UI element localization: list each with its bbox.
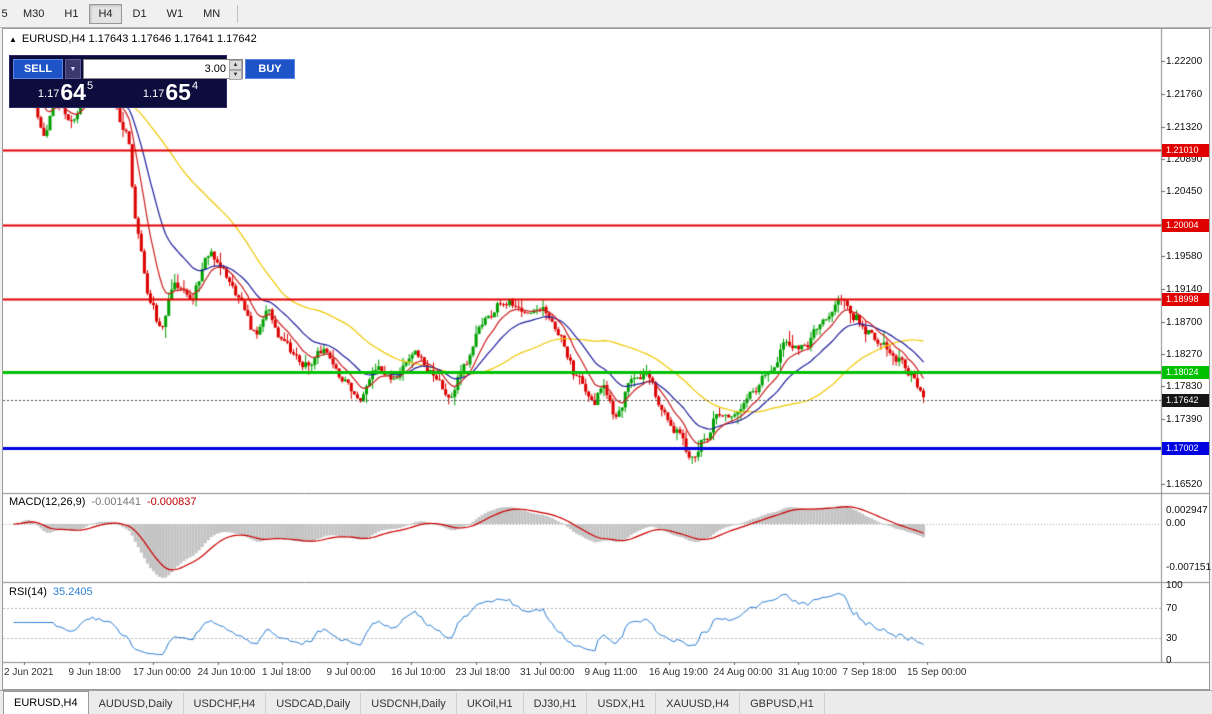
rsi-label: RSI(14) 35.2405 — [9, 586, 99, 598]
timeframe-button-5[interactable]: 5 — [0, 4, 12, 24]
buy-button[interactable]: BUY — [245, 59, 295, 79]
order-options-dropdown[interactable]: ▼ — [65, 59, 81, 79]
volume-spinner: ▲ ▼ — [229, 60, 242, 80]
chart-tab-usdcnh-daily[interactable]: USDCNH,Daily — [361, 693, 457, 714]
chart-title: ▲ EURUSD,H4 1.17643 1.17646 1.17641 1.17… — [9, 33, 257, 45]
macd-value: -0.001441 — [91, 496, 141, 508]
buy-price-big: 65 — [165, 79, 191, 105]
sell-price-display[interactable]: 1.17 64 5 — [13, 80, 118, 106]
price-chart-canvas[interactable] — [3, 29, 1209, 689]
timeframe-button-h1[interactable]: H1 — [55, 4, 87, 24]
sell-price-big: 64 — [60, 79, 86, 105]
volume-box: ▲ ▼ — [83, 59, 243, 80]
sell-button[interactable]: SELL — [13, 59, 63, 79]
chart-tab-dj30-h1[interactable]: DJ30,H1 — [524, 693, 588, 714]
rsi-value: 35.2405 — [52, 586, 93, 598]
chart-tab-ukoil-h1[interactable]: UKOil,H1 — [457, 693, 524, 714]
chart-ohlc-text: EURUSD,H4 1.17643 1.17646 1.17641 1.1764… — [21, 33, 257, 45]
sell-price-pip: 5 — [86, 80, 94, 92]
chart-tab-gbpusd-h1[interactable]: GBPUSD,H1 — [740, 693, 825, 714]
chart-window: ▲ EURUSD,H4 1.17643 1.17646 1.17641 1.17… — [2, 28, 1211, 690]
chart-tab-audusd-daily[interactable]: AUDUSD,Daily — [89, 693, 184, 714]
trade-panel-prices: 1.17 64 5 1.17 65 4 — [13, 80, 223, 106]
timeframe-button-mn[interactable]: MN — [194, 4, 229, 24]
timeframe-button-w1[interactable]: W1 — [158, 4, 193, 24]
macd-name: MACD(12,26,9) — [9, 496, 86, 508]
chart-tab-xauusd-h4[interactable]: XAUUSD,H4 — [656, 693, 741, 714]
trade-panel-controls: SELL ▼ ▲ ▼ BUY — [13, 59, 295, 80]
timeframe-button-d1[interactable]: D1 — [124, 4, 156, 24]
collapse-triangle-icon: ▲ — [9, 34, 17, 44]
sell-price-prefix: 1.17 — [37, 88, 60, 100]
one-click-trading-panel: SELL ▼ ▲ ▼ BUY 1.17 64 5 1.1 — [9, 55, 295, 108]
volume-up-button[interactable]: ▲ — [229, 60, 242, 70]
buy-price-display[interactable]: 1.17 65 4 — [118, 80, 223, 106]
macd-label: MACD(12,26,9) -0.001441 -0.000837 — [9, 496, 203, 508]
volume-input[interactable] — [84, 60, 229, 78]
chart-tab-usdchf-h4[interactable]: USDCHF,H4 — [184, 693, 267, 714]
timeframe-button-m30[interactable]: M30 — [14, 4, 53, 24]
buy-price-prefix: 1.17 — [142, 88, 165, 100]
chart-tabs-bar: EURUSD,H4 AUDUSD,Daily USDCHF,H4 USDCAD,Dai… — [0, 690, 1212, 714]
chart-tab-usdx-h1[interactable]: USDX,H1 — [587, 693, 657, 714]
timeframe-button-h4[interactable]: H4 — [89, 3, 122, 24]
volume-down-button[interactable]: ▼ — [229, 70, 242, 80]
timeframe-toolbar: 5 M30 H1 H4 D1 W1 MN — [0, 0, 1212, 28]
buy-price-pip: 4 — [191, 80, 199, 92]
chart-tab-usdcad-daily[interactable]: USDCAD,Daily — [266, 693, 362, 714]
rsi-name: RSI(14) — [9, 586, 47, 598]
chart-tab-eurusd-h4[interactable]: EURUSD,H4 — [3, 691, 89, 714]
toolbar-separator — [237, 4, 239, 23]
macd-signal-value: -0.000837 — [146, 496, 197, 508]
